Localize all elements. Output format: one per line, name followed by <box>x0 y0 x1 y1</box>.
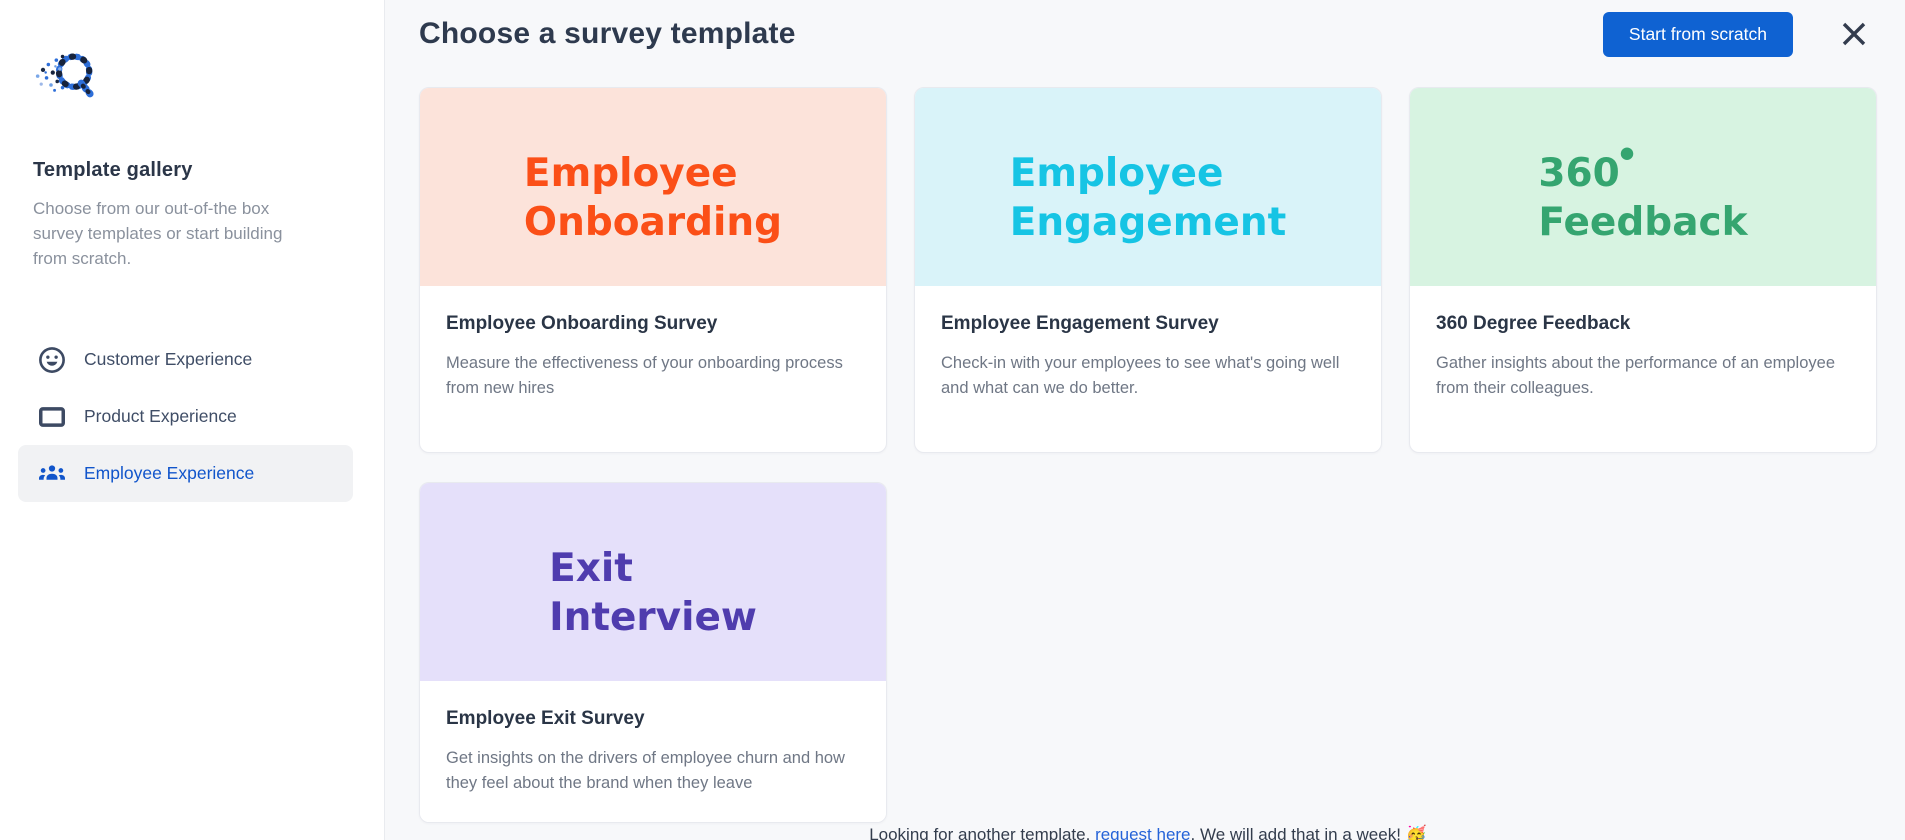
smiley-face-icon <box>37 345 67 375</box>
card-title: Employee Onboarding Survey <box>446 313 718 334</box>
card-description: Get insights on the drivers of employee … <box>446 749 845 792</box>
card-description: Measure the effectiveness of your onboar… <box>446 354 843 397</box>
window-icon <box>37 402 67 432</box>
card-description: Check-in with your employees to see what… <box>941 354 1340 397</box>
sidebar-item-employee-experience[interactable]: Employee Experience <box>18 445 353 502</box>
sidebar-item-label: Product Experience <box>84 406 237 426</box>
card-title: 360 Degree Feedback <box>1436 313 1631 334</box>
sidebar-item-product-experience[interactable]: Product Experience <box>18 388 353 445</box>
start-from-scratch-button[interactable]: Start from scratch <box>1602 11 1793 57</box>
card-description: Gather insights about the performance of… <box>1436 354 1835 397</box>
card-banner: 360● Feedback <box>1410 88 1876 286</box>
card-banner: Employee Onboarding <box>420 88 886 286</box>
template-card-employee-onboarding[interactable]: Employee Onboarding Employee Onboarding … <box>419 87 887 453</box>
card-title: Employee Exit Survey <box>446 708 645 729</box>
sidebar-description: Choose from our out-of-the box survey te… <box>33 199 283 268</box>
page-title: Choose a survey template <box>419 17 796 50</box>
app-logo-icon <box>35 53 94 98</box>
sidebar-item-customer-experience[interactable]: Customer Experience <box>18 331 353 388</box>
sidebar-title: Template gallery <box>33 159 193 181</box>
template-card-exit-interview[interactable]: Exit Interview Employee Exit Survey Get … <box>419 482 887 823</box>
template-card-employee-engagement[interactable]: Employee Engagement Employee Engagement … <box>914 87 1382 453</box>
sidebar: Template gallery Choose from our out-of-… <box>0 0 385 840</box>
request-template-note: Looking for another template, request he… <box>419 825 1877 840</box>
request-here-link[interactable]: request here <box>1095 825 1191 840</box>
category-nav: Customer Experience Product Experience <box>18 331 353 502</box>
card-banner: Exit Interview <box>420 483 886 681</box>
people-group-icon <box>37 459 67 489</box>
card-title: Employee Engagement Survey <box>941 313 1219 334</box>
sidebar-item-label: Customer Experience <box>84 349 253 369</box>
template-card-360-feedback[interactable]: 360● Feedback 360 Degree Feedback Gather… <box>1409 87 1877 453</box>
sidebar-item-label: Employee Experience <box>84 463 255 483</box>
card-banner: Employee Engagement <box>915 88 1381 286</box>
template-card-grid: Employee Onboarding Employee Onboarding … <box>419 87 1877 823</box>
panel-header: Choose a survey template Start from scra… <box>419 10 1877 58</box>
close-icon <box>1842 22 1866 46</box>
close-button[interactable] <box>1837 17 1871 51</box>
template-gallery-panel: Choose a survey template Start from scra… <box>385 0 1905 840</box>
